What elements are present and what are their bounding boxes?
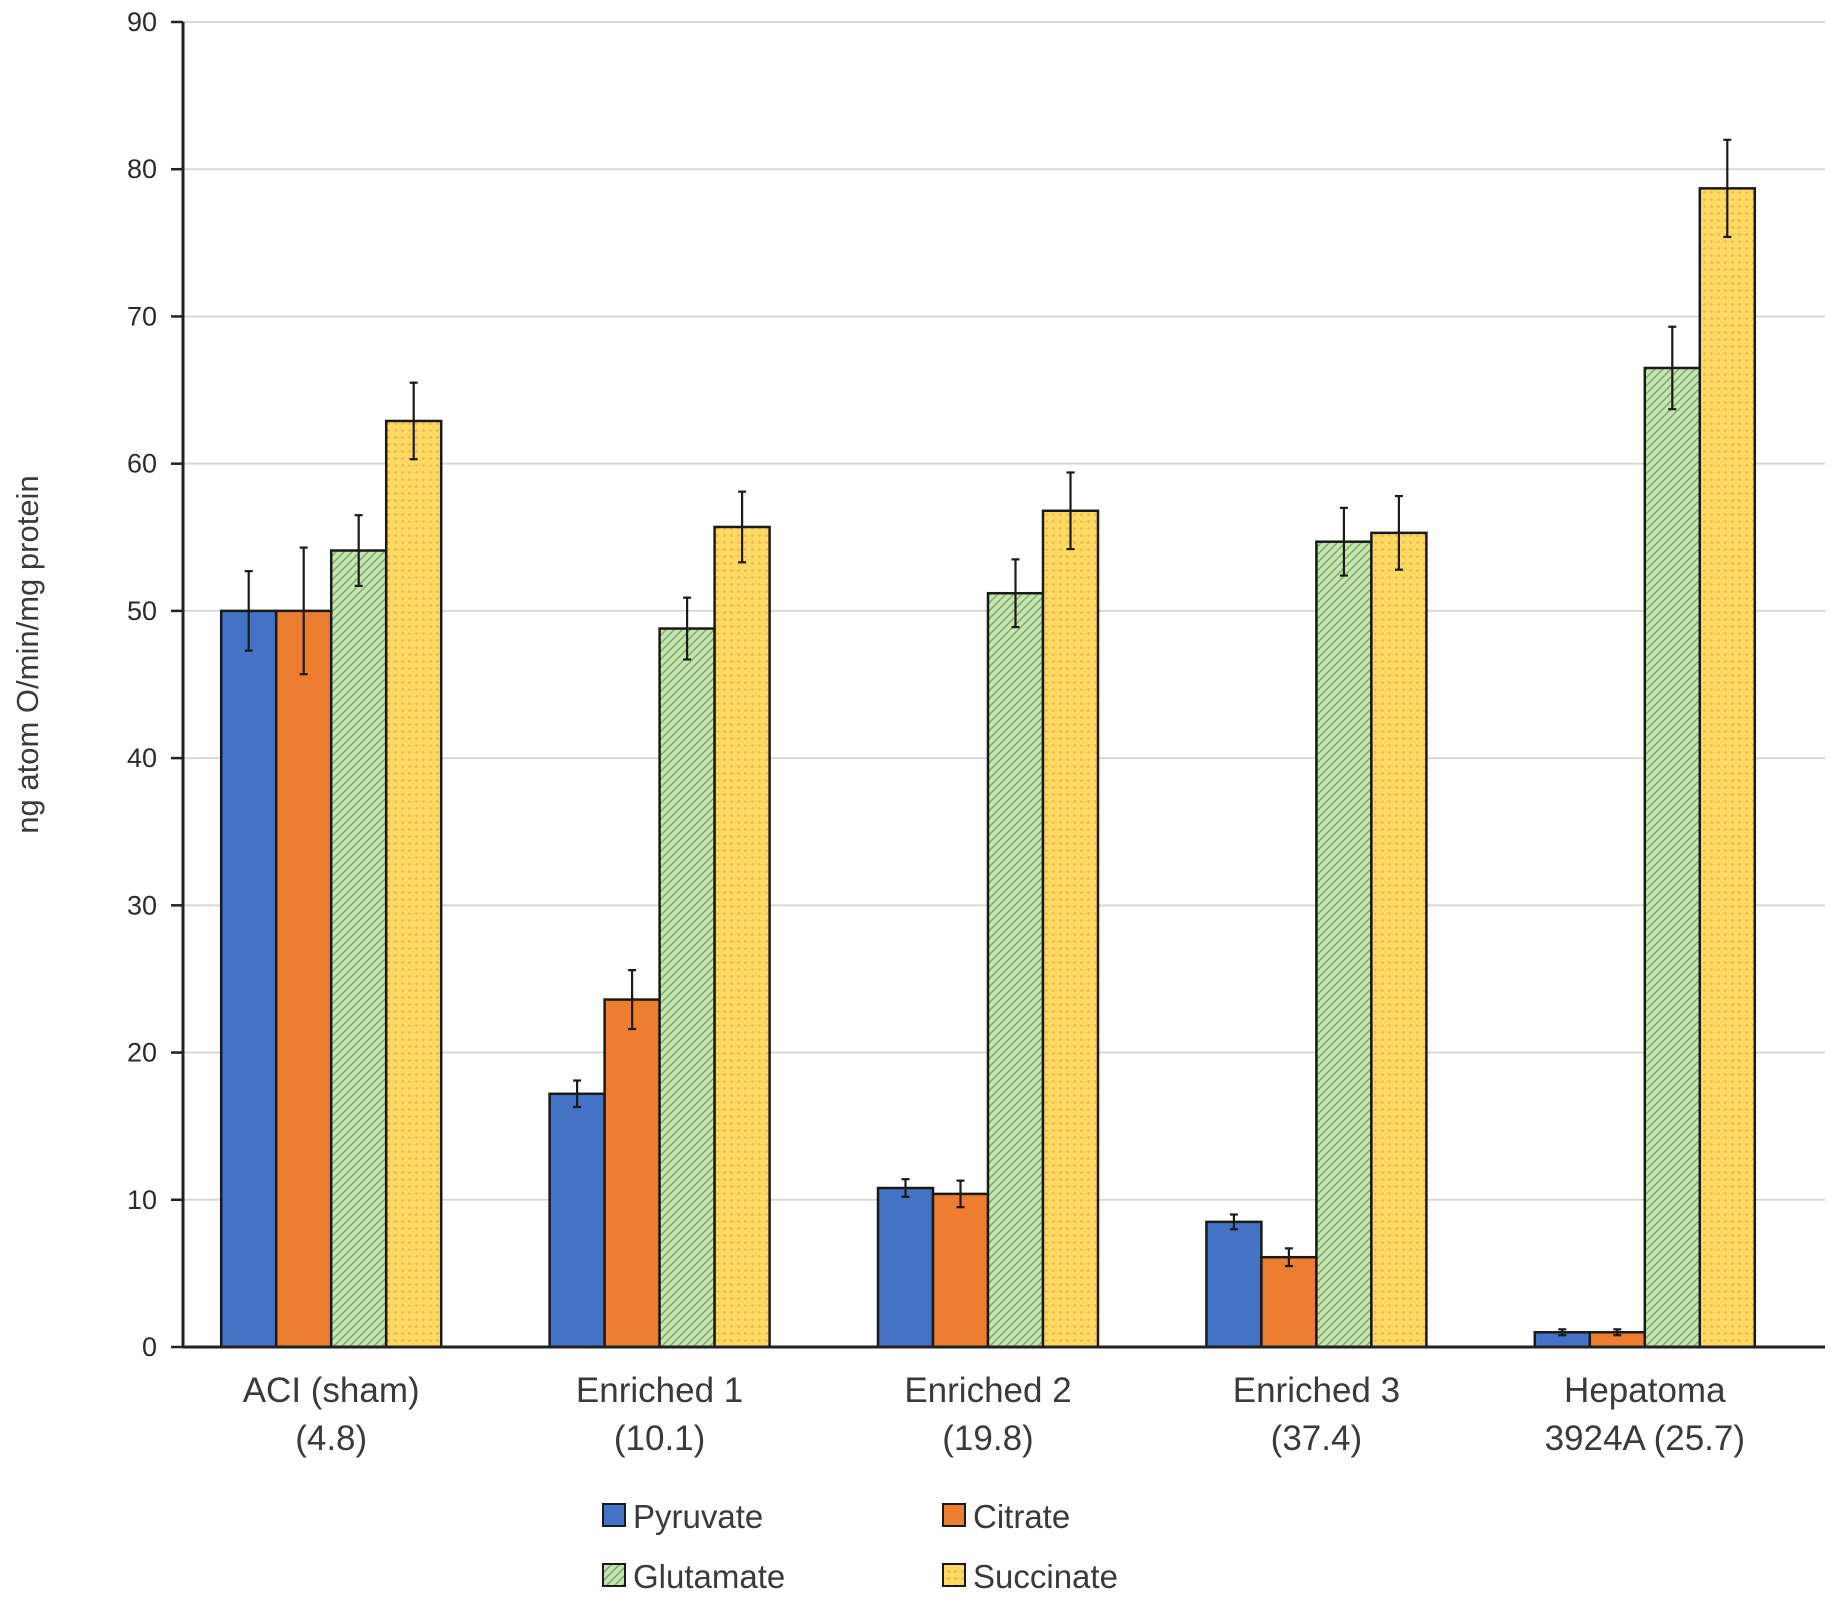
bar-glutamate <box>1643 366 1702 1349</box>
bar-pyruvate <box>548 1092 606 1349</box>
axes <box>171 20 1825 1349</box>
legend-label-citrate: Citrate <box>973 1498 1070 1535</box>
y-tick-label: 40 <box>127 743 157 773</box>
y-tick-label: 30 <box>127 890 157 920</box>
legend-label-succinate: Succinate <box>973 1558 1118 1595</box>
y-axis-title: ng atom O/min/mg protein <box>10 475 45 833</box>
bar-glutamate <box>658 627 716 1349</box>
bar-pyruvate <box>219 609 278 1349</box>
category-label: (19.8) <box>942 1419 1033 1458</box>
y-tick-label: 10 <box>127 1185 157 1215</box>
y-tick-label: 60 <box>127 449 157 479</box>
bar-glutamate <box>986 591 1045 1349</box>
y-tick-label: 70 <box>127 301 157 331</box>
bar-succinate <box>1370 531 1428 1349</box>
bar-succinate <box>1698 187 1757 1349</box>
category-label: (37.4) <box>1271 1419 1362 1458</box>
y-tick-label: 0 <box>142 1332 157 1362</box>
legend-swatch-succinate <box>942 1563 966 1587</box>
category-label: ACI (sham) <box>243 1371 420 1410</box>
category-label: Enriched 1 <box>576 1371 743 1410</box>
axis-labels: 0 10 20 30 40 50 60 70 80 90 ng atom O/min/mg prot… <box>10 7 1745 1458</box>
bar-citrate <box>274 609 333 1349</box>
y-tick-label: 50 <box>127 596 157 626</box>
bar-pyruvate <box>1205 1220 1263 1349</box>
y-tick-label: 20 <box>127 1038 157 1068</box>
bar-citrate <box>1260 1255 1318 1349</box>
y-tick-label: 80 <box>127 154 157 184</box>
bar-succinate <box>1041 509 1100 1349</box>
bar-citrate <box>931 1192 990 1349</box>
legend-label-pyruvate: Pyruvate <box>633 1498 763 1535</box>
bar-pyruvate <box>876 1186 935 1349</box>
legend-swatch-pyruvate <box>602 1503 626 1527</box>
category-label: Enriched 2 <box>904 1371 1071 1410</box>
category-label: 3924A (25.7) <box>1545 1419 1745 1458</box>
category-label: (10.1) <box>614 1419 705 1458</box>
category-label: (4.8) <box>295 1419 367 1458</box>
category-label: Hepatoma <box>1564 1371 1726 1410</box>
legend: Pyruvate Citrate Glutamate Succinate <box>602 1498 1118 1595</box>
category-label: Enriched 3 <box>1233 1371 1400 1410</box>
legend-label-glutamate: Glutamate <box>633 1558 785 1595</box>
bar-glutamate <box>1315 540 1373 1349</box>
bar-glutamate <box>329 549 388 1349</box>
y-tick-label: 90 <box>127 7 157 37</box>
error-bars <box>244 138 1732 1337</box>
legend-swatch-citrate <box>942 1503 966 1527</box>
bars <box>219 187 1757 1349</box>
legend-swatch-glutamate <box>602 1563 626 1587</box>
bar-succinate <box>713 525 771 1349</box>
bar-citrate <box>603 998 661 1349</box>
bar-succinate <box>384 419 443 1349</box>
